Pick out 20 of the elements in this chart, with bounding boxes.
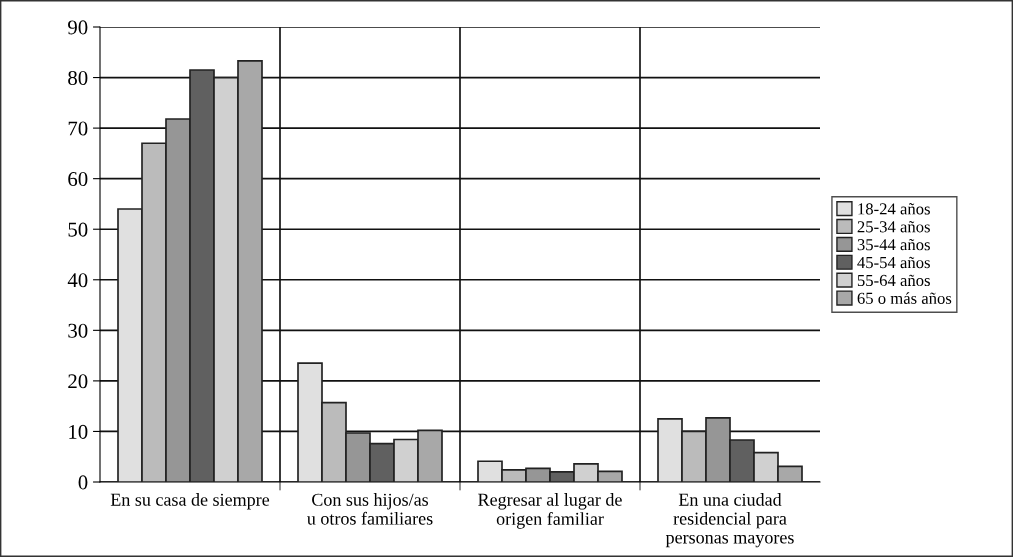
y-tick-label: 90 bbox=[68, 20, 88, 35]
legend-label: 25-34 años bbox=[857, 221, 930, 233]
legend-label: 65 o más años bbox=[857, 292, 952, 304]
y-tick-label: 70 bbox=[68, 121, 88, 136]
y-tick-label: 40 bbox=[67, 273, 88, 288]
y-tick-label: 0 bbox=[78, 475, 88, 490]
legend-label: 45-54 años bbox=[857, 256, 930, 269]
legend-label: 18-24 años bbox=[858, 203, 930, 215]
y-tick-label: 20 bbox=[68, 374, 88, 389]
y-tick-label: 30 bbox=[68, 323, 88, 338]
x-tick-label: En su casa de siempre bbox=[110, 493, 270, 510]
y-tick-label: 50 bbox=[68, 222, 88, 237]
legend-label: 35-44 años bbox=[857, 238, 930, 251]
y-tick-label: 60 bbox=[68, 172, 88, 187]
x-tick-label: Regresar al lugar de origen familiar bbox=[478, 493, 622, 529]
y-tick-label: 10 bbox=[69, 424, 88, 439]
x-tick-label: Con sus hijos/as u otros familiares bbox=[307, 493, 433, 525]
y-tick-label: 80 bbox=[68, 70, 88, 85]
x-tick-label: En una ciudad residencial para personas mayores bbox=[665, 493, 794, 548]
legend-label: 55-64 años bbox=[857, 274, 930, 287]
